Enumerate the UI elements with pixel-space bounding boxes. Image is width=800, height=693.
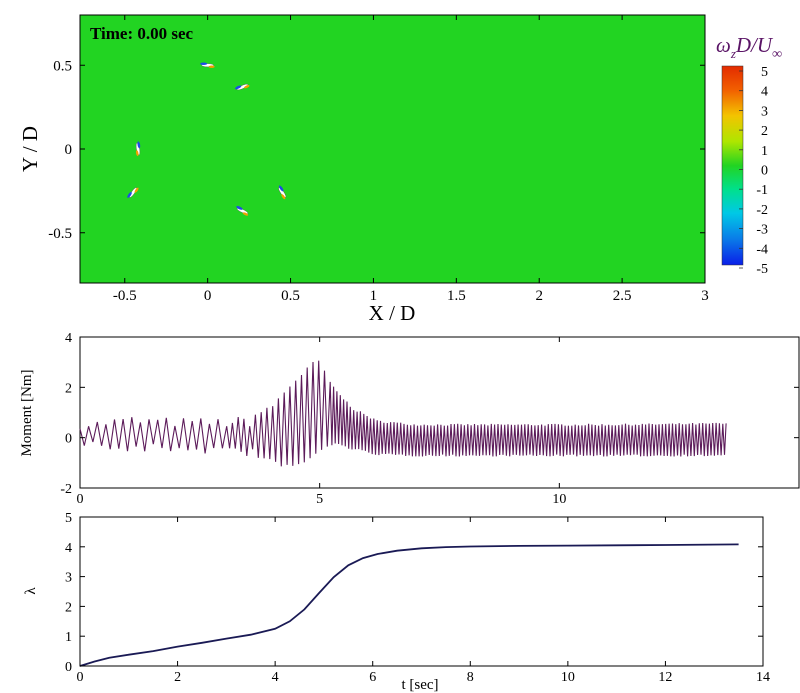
colorbar-tick-label: -5 bbox=[756, 262, 768, 277]
colorbar-title-rest: D/U bbox=[735, 33, 774, 57]
lambda-y-tick-label: 0 bbox=[65, 660, 72, 675]
lambda-y-ticks: 5 4 3 2 1 0 bbox=[65, 511, 763, 675]
lambda-y-tick-label: 4 bbox=[65, 541, 72, 556]
lambda-x-tick-label: 12 bbox=[658, 670, 672, 685]
colorbar-title-sub: z bbox=[730, 46, 736, 61]
vorticity-field bbox=[79, 14, 706, 284]
vorticity-y-tick-label: 0.5 bbox=[53, 58, 72, 74]
colorbar: ωzD/U∞ 5 4 3 2 1 0 -1 -2 -3 -4 -5 bbox=[716, 33, 782, 277]
rotor-blade bbox=[127, 187, 139, 198]
lambda-y-axis-title: λ bbox=[23, 587, 39, 595]
moment-x-tick-label: 0 bbox=[77, 492, 84, 507]
time-annotation: Time: 0.00 sec bbox=[90, 24, 194, 43]
lambda-y-tick-label: 3 bbox=[65, 571, 72, 586]
blade-body bbox=[236, 207, 249, 215]
lambda-x-tick-label: 0 bbox=[77, 670, 84, 685]
moment-y-tick-label: 0 bbox=[65, 432, 72, 447]
blade-body bbox=[236, 83, 249, 91]
blade-body bbox=[278, 187, 287, 198]
colorbar-tick-label: 0 bbox=[761, 164, 768, 179]
vorticity-x-tick-label: 0.5 bbox=[281, 288, 300, 304]
blade-vortex-negative bbox=[200, 62, 208, 66]
lambda-x-tick-label: 10 bbox=[561, 670, 575, 685]
lambda-x-tick-label: 14 bbox=[756, 670, 770, 685]
blade-vortex-positive bbox=[208, 65, 215, 68]
moment-x-tick-label: 5 bbox=[316, 492, 323, 507]
colorbar-tick-label: -1 bbox=[756, 183, 768, 198]
colorbar-tick-label: 4 bbox=[761, 85, 768, 100]
blade-vortex-positive bbox=[281, 194, 286, 200]
rotor-blade bbox=[234, 83, 250, 91]
lambda-x-ticks: 0 2 4 6 8 10 12 14 bbox=[77, 517, 770, 685]
blade-vortex-negative bbox=[278, 185, 284, 192]
rotor-blade bbox=[135, 141, 141, 157]
moment-y-ticks: 4 2 0 -2 bbox=[60, 331, 799, 497]
vorticity-x-tick-label: 3 bbox=[701, 288, 709, 304]
blade-vortex-positive bbox=[242, 212, 249, 216]
moment-plot-area bbox=[79, 336, 800, 489]
blade-vortex-positive bbox=[134, 187, 139, 193]
moment-x-tick-label: 10 bbox=[552, 492, 566, 507]
moment-y-tick-label: 2 bbox=[65, 381, 72, 396]
rotor-blades bbox=[127, 62, 287, 216]
colorbar-tick-label: 1 bbox=[761, 144, 768, 159]
vorticity-x-tick-label: 2.5 bbox=[613, 288, 632, 304]
lambda-y-tick-label: 2 bbox=[65, 600, 72, 615]
lambda-x-tick-label: 8 bbox=[467, 670, 474, 685]
vorticity-x-ticks: -0.5 0 0.5 1 1.5 2 2.5 3 bbox=[113, 15, 709, 304]
colorbar-tick-label: 3 bbox=[761, 104, 768, 119]
lambda-x-axis-title: t [sec] bbox=[401, 677, 438, 693]
lambda-y-tick-label: 1 bbox=[65, 630, 72, 645]
blade-vortex-positive bbox=[135, 150, 139, 157]
blade-vortex-negative bbox=[127, 192, 132, 198]
vorticity-y-tick-label: 0 bbox=[65, 142, 73, 158]
blade-body bbox=[129, 187, 137, 198]
blade-vortex-negative bbox=[234, 85, 242, 90]
vorticity-y-axis-title: Y / D bbox=[18, 126, 42, 172]
lambda-x-tick-label: 4 bbox=[272, 670, 279, 685]
moment-y-tick-label: -2 bbox=[60, 482, 72, 497]
colorbar-tick-label: -2 bbox=[756, 203, 768, 218]
blade-vortex-positive bbox=[243, 85, 250, 89]
colorbar-tick-label: -4 bbox=[756, 242, 768, 257]
vorticity-x-tick-label: -0.5 bbox=[113, 288, 137, 304]
rotor-blade bbox=[236, 206, 249, 216]
colorbar-tick-label: -3 bbox=[756, 223, 768, 238]
vorticity-y-tick-label: -0.5 bbox=[48, 226, 72, 242]
lambda-x-tick-label: 2 bbox=[174, 670, 181, 685]
moment-y-axis-title: Moment [Nm] bbox=[19, 369, 35, 456]
vorticity-x-axis-title: X / D bbox=[369, 301, 416, 325]
colorbar-tick-label: 5 bbox=[761, 65, 768, 80]
blade-vortex-negative bbox=[236, 206, 243, 210]
vorticity-y-ticks: 0.5 0 -0.5 bbox=[48, 58, 705, 242]
moment-series-line bbox=[79, 360, 727, 467]
lambda-series-line bbox=[79, 543, 739, 667]
lambda-x-tick-label: 6 bbox=[369, 670, 376, 685]
colorbar-gradient bbox=[721, 65, 744, 266]
blade-vortex-negative bbox=[137, 141, 141, 149]
blade-body bbox=[135, 142, 141, 156]
vorticity-x-tick-label: 1 bbox=[370, 288, 378, 304]
vorticity-x-tick-label: 0 bbox=[204, 288, 212, 304]
moment-x-ticks: 0 5 10 bbox=[77, 337, 566, 507]
lambda-y-tick-label: 5 bbox=[65, 511, 72, 526]
vorticity-x-tick-label: 2 bbox=[535, 288, 543, 304]
colorbar-tick-label: 2 bbox=[761, 124, 768, 139]
colorbar-ticks: 5 4 3 2 1 0 -1 -2 -3 -4 -5 bbox=[739, 65, 768, 277]
vorticity-panel: Time: 0.00 sec -0.5 0 0.5 1 1.5 2 2.5 3 0.50-0.… bbox=[18, 14, 709, 325]
colorbar-title-omega: ω bbox=[716, 33, 731, 57]
rotor-blade bbox=[278, 185, 287, 200]
moment-y-tick-label: 4 bbox=[65, 331, 72, 346]
vorticity-x-tick-label: 1.5 bbox=[447, 288, 466, 304]
moment-panel: 0 5 10 4 2 0 -2 Moment [Nm] bbox=[19, 331, 800, 507]
lambda-plot-area bbox=[79, 516, 764, 667]
colorbar-title: ωzD/U∞ bbox=[716, 33, 782, 62]
rotor-blade bbox=[200, 62, 215, 68]
colorbar-title-inf: ∞ bbox=[772, 47, 782, 62]
